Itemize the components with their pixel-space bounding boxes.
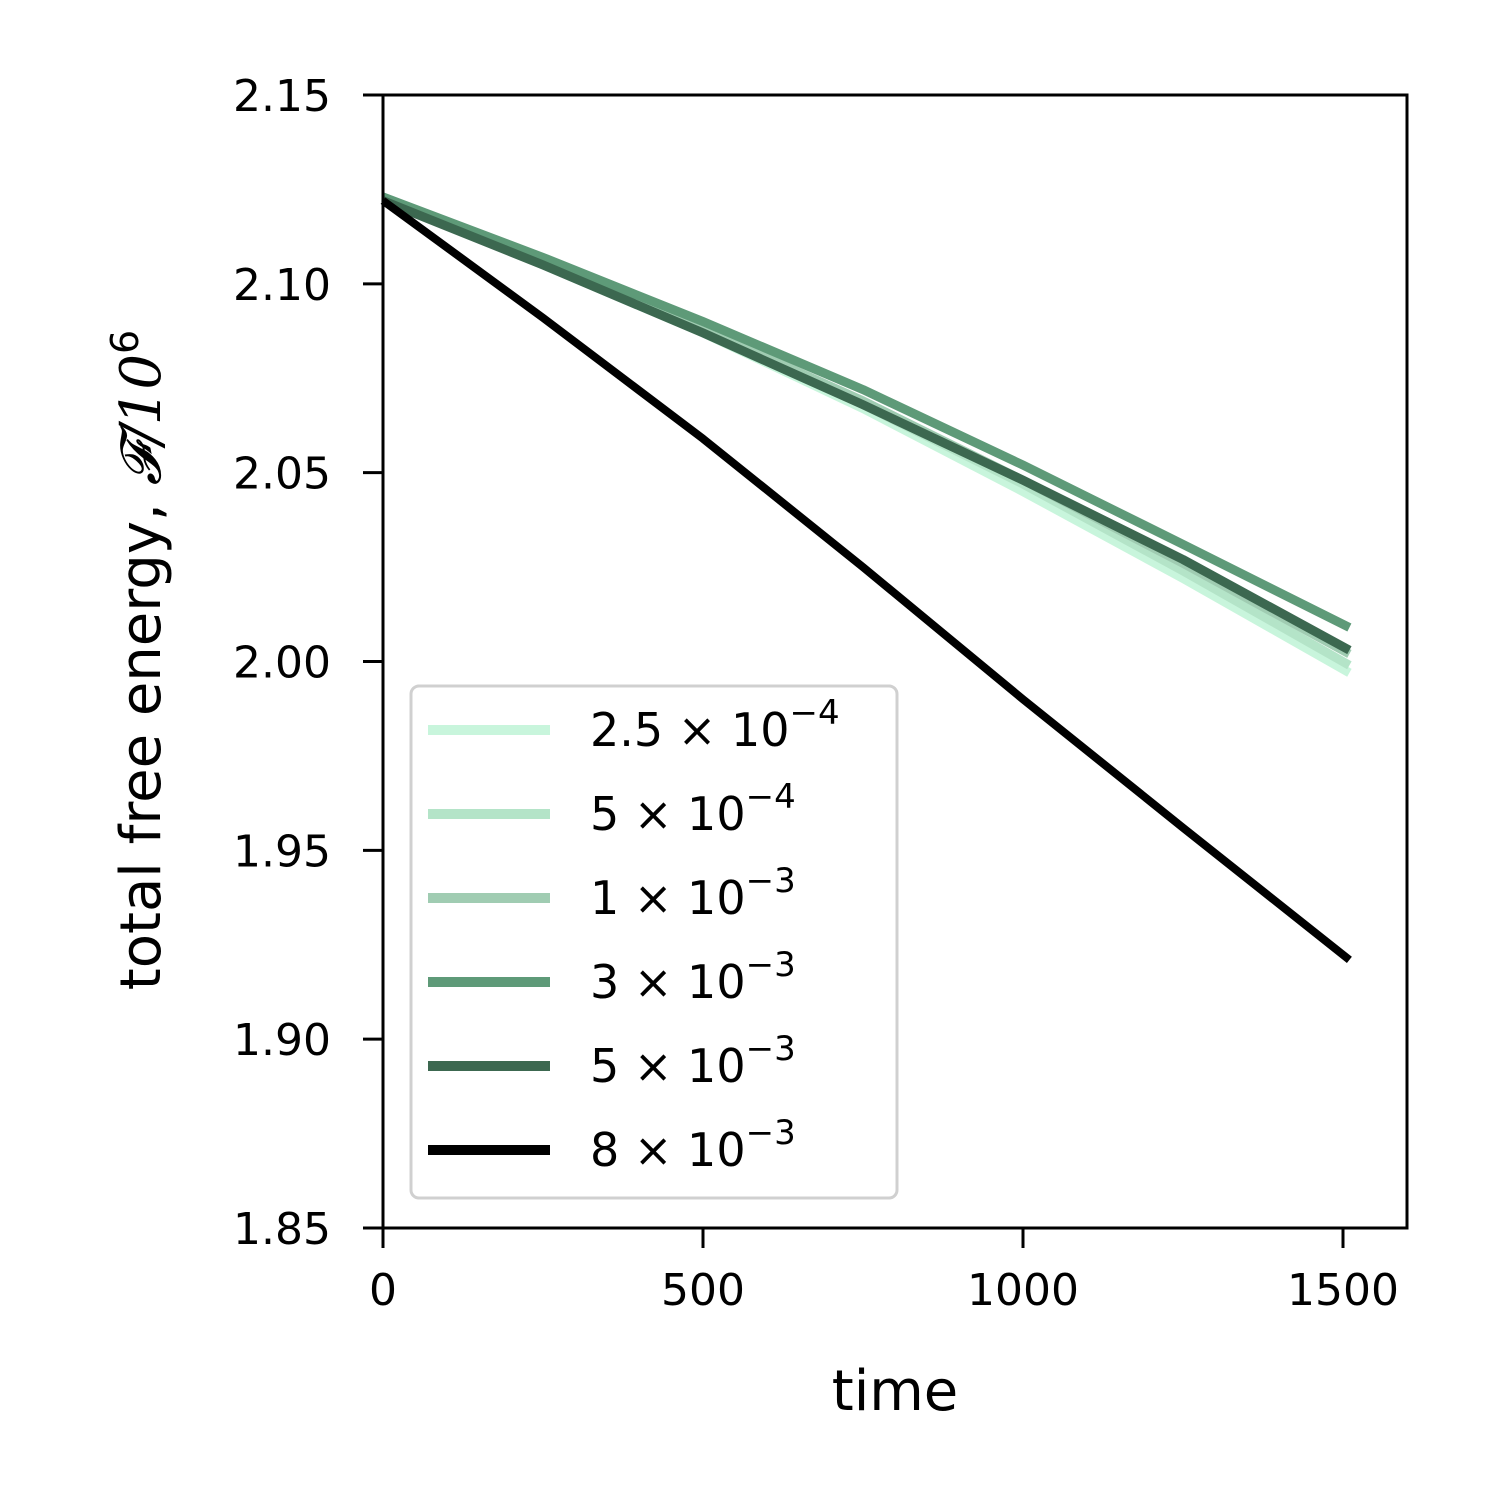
y-tick-label: 2.10 bbox=[233, 260, 331, 311]
legend-label: 8 × 10−3 bbox=[590, 1113, 796, 1177]
x-tick-label: 1500 bbox=[1287, 1265, 1399, 1316]
y-tick-label: 2.15 bbox=[233, 71, 331, 122]
y-axis-label-exponent: 6 bbox=[103, 330, 147, 354]
y-axis-label-text: total free energy, bbox=[109, 485, 174, 990]
y-axis-label: total free energy, 𝓕/106 bbox=[103, 330, 174, 990]
y-tick-label: 2.05 bbox=[233, 449, 331, 500]
series-layer bbox=[380, 192, 1352, 964]
legend-label: 2.5 × 10−4 bbox=[590, 693, 840, 757]
tick-layer: 0 500 1000 1500 1.85 1.90 1.95 2.00 2.05 2.10 2.15 bbox=[233, 71, 1399, 1316]
y-tick-label: 1.95 bbox=[233, 826, 331, 877]
series-line bbox=[381, 192, 1352, 677]
legend-label: 1 × 10−3 bbox=[590, 861, 796, 925]
y-tick-label: 2.00 bbox=[233, 638, 331, 689]
legend-box bbox=[409, 684, 899, 1200]
y-tick-label: 1.90 bbox=[233, 1015, 331, 1066]
series-line bbox=[381, 192, 1352, 632]
x-tick-label: 500 bbox=[661, 1265, 745, 1316]
x-tick-label: 1000 bbox=[967, 1265, 1079, 1316]
legend-label: 3 × 10−3 bbox=[590, 945, 796, 1009]
plot-frame bbox=[381, 93, 1409, 1230]
series-line bbox=[381, 196, 1352, 655]
legend-label: 5 × 10−4 bbox=[590, 777, 796, 841]
legend: 2.5 × 10−4 5 × 10−4 1 × 10−3 3 × 10−3 5 × 10… bbox=[409, 684, 899, 1200]
legend-label: 5 × 10−3 bbox=[590, 1029, 796, 1093]
x-axis-label: time bbox=[832, 1359, 959, 1424]
y-axis-label-math: 𝓕/10 bbox=[109, 354, 174, 485]
legend-items: 2.5 × 10−4 5 × 10−4 1 × 10−3 3 × 10−3 5 × 10… bbox=[428, 693, 840, 1177]
x-tick-label: 0 bbox=[369, 1265, 397, 1316]
y-tick-label: 1.85 bbox=[233, 1204, 331, 1255]
series-line bbox=[380, 197, 1352, 964]
